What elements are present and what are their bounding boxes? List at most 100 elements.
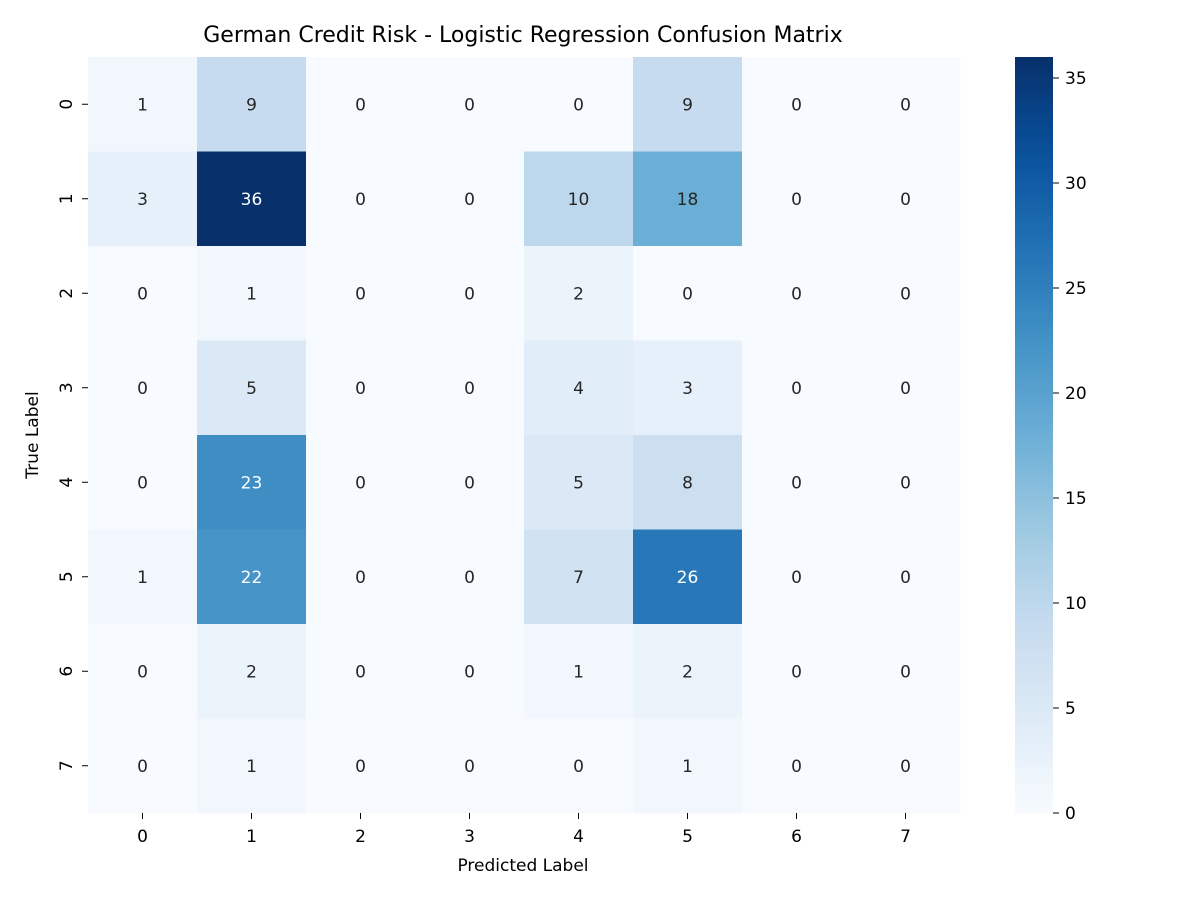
x-tick-label: 5 [682,827,693,847]
colorbar-tick-label: 5 [1065,699,1076,719]
colorbar-gradient [1015,57,1053,813]
cell-value-label: 0 [464,568,475,588]
heatmap-cell [306,529,416,625]
cell-value-label: 0 [355,190,366,210]
heatmap-cell [415,57,525,152]
cell-value-label: 3 [682,379,693,399]
y-axis-label: True Label [23,391,43,479]
heatmap-cell [633,529,743,625]
heatmap-cell [88,435,198,530]
y-tick-label: 4 [57,477,77,488]
heatmap-cell [197,340,307,436]
cell-value-label: 0 [900,568,911,588]
cell-value-label: 0 [791,284,802,304]
cell-value-label: 0 [791,190,802,210]
heatmap-cell [415,718,525,814]
heatmap-cell [524,435,634,530]
heatmap-cell [742,57,852,152]
heatmap-cell [197,246,307,341]
x-tick-label: 2 [355,827,366,847]
cell-value-label: 22 [241,568,263,588]
heatmap-cell [306,435,416,530]
heatmap-cell [742,340,852,436]
colorbar-tick-label: 15 [1065,489,1087,509]
cell-value-label: 0 [900,190,911,210]
x-tick-label: 7 [900,827,911,847]
cell-value-label: 9 [682,95,693,115]
cell-value-label: 0 [464,757,475,777]
colorbar-tick-label: 10 [1065,594,1087,614]
heatmap-cell [197,624,307,719]
heatmap-cell [524,246,634,341]
cell-value-label: 0 [900,95,911,115]
cell-value-label: 0 [355,379,366,399]
heatmap-cell [415,246,525,341]
cell-value-label: 5 [246,379,257,399]
heatmap-cell [88,529,198,625]
heatmap-cell [742,718,852,814]
cell-value-label: 2 [573,284,584,304]
cell-value-label: 1 [573,662,584,682]
cell-value-label: 0 [900,379,911,399]
heatmap-cell [306,57,416,152]
cell-value-label: 8 [682,473,693,493]
colorbar-tick-label: 30 [1065,174,1087,194]
x-tick-label: 4 [573,827,584,847]
cell-value-label: 0 [573,95,584,115]
x-tick-label: 0 [137,827,148,847]
colorbar-tick-label: 35 [1065,69,1087,89]
heatmap-cell [197,151,307,247]
cell-value-label: 0 [355,473,366,493]
cell-value-label: 0 [464,95,475,115]
cell-value-label: 0 [791,757,802,777]
cell-value-label: 0 [682,284,693,304]
heatmap-cell [742,529,852,625]
heatmap-cells: 1 9 0 0 0 9 0 03 36 0 0 10 18 0 00 1 0 0 2 0 0 00 5 0 0 4 3 0 00 23 0 0… [88,57,961,814]
cell-value-label: 0 [355,284,366,304]
cell-value-label: 7 [573,568,584,588]
cell-value-label: 0 [464,473,475,493]
cell-value-label: 0 [464,284,475,304]
heatmap-cell [88,340,198,436]
cell-value-label: 0 [573,757,584,777]
y-axis-ticks: 0 1 2 3 4 5 6 7 [57,99,88,771]
cell-value-label: 1 [137,568,148,588]
cell-value-label: 0 [355,757,366,777]
x-tick-label: 1 [246,827,257,847]
heatmap-cell [415,340,525,436]
cell-value-label: 0 [137,662,148,682]
heatmap-cell [633,246,743,341]
heatmap-cell [415,624,525,719]
cell-value-label: 0 [464,662,475,682]
heatmap-cell [415,151,525,247]
heatmap-cell [88,246,198,341]
heatmap-cell [524,151,634,247]
cell-value-label: 1 [682,757,693,777]
cell-value-label: 0 [355,95,366,115]
cell-value-label: 5 [573,473,584,493]
heatmap-cell [88,57,198,152]
cell-value-label: 0 [137,757,148,777]
y-tick-label: 2 [57,288,77,299]
heatmap-cell [306,718,416,814]
cell-value-label: 0 [137,473,148,493]
x-axis-label: Predicted Label [457,856,588,876]
heatmap-cell [633,718,743,814]
colorbar-tick-label: 20 [1065,384,1087,404]
cell-value-label: 1 [137,95,148,115]
cell-value-label: 3 [137,190,148,210]
cell-value-label: 0 [900,757,911,777]
cell-value-label: 0 [791,473,802,493]
heatmap-cell [88,151,198,247]
heatmap-cell [306,151,416,247]
cell-value-label: 0 [791,95,802,115]
colorbar: 0 5 10 15 20 25 30 35 [1015,57,1087,824]
cell-value-label: 0 [464,379,475,399]
heatmap-cell [197,718,307,814]
cell-value-label: 0 [900,662,911,682]
heatmap-cell [851,529,961,625]
heatmap-cell [851,435,961,530]
y-tick-label: 0 [57,99,77,110]
heatmap-cell [633,340,743,436]
